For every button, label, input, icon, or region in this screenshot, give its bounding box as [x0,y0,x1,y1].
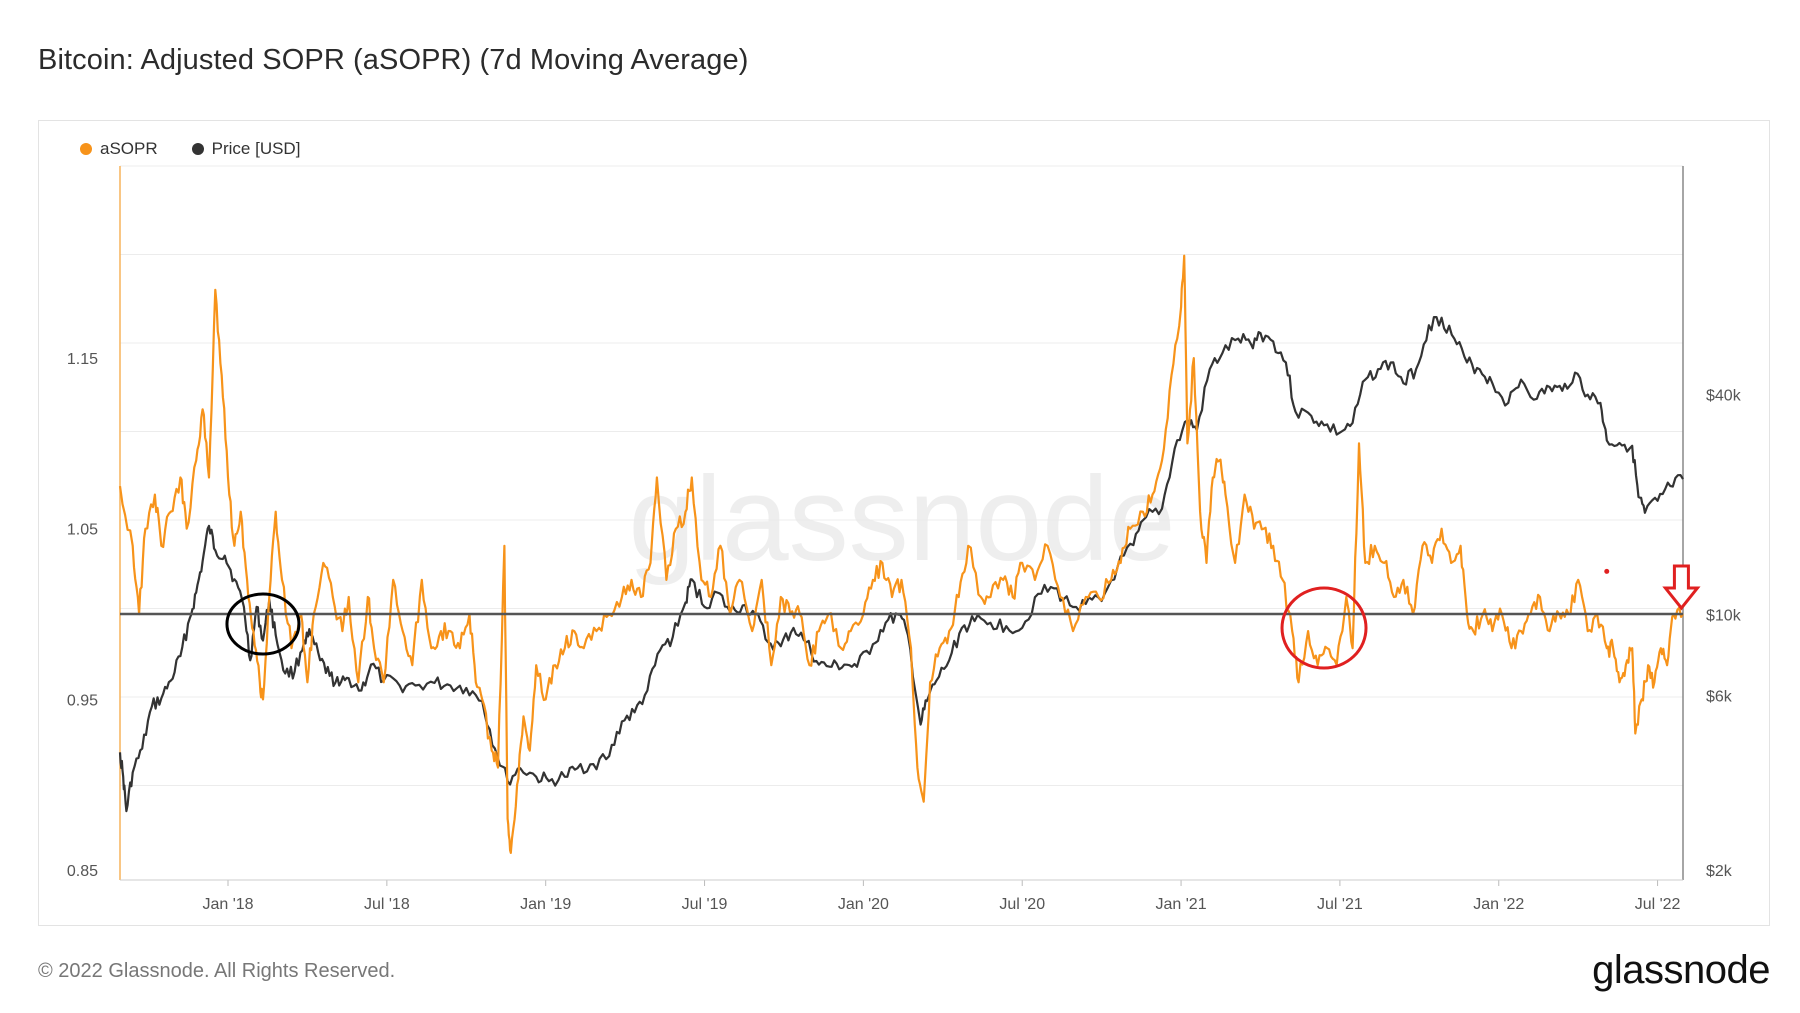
series-asopr-line [118,254,1684,854]
legend-item-asopr[interactable]: aSOPR [80,139,158,159]
axis-layer: 1.15 1.05 0.95 0.85 $40k $10k $6k $2k Jan '18 Jul… [67,166,1742,913]
x-tick-label: Jul '21 [1317,896,1363,913]
y-left-tick-label: 0.85 [67,863,98,880]
annotation-arrow-down [1662,564,1701,611]
series-price-line [118,316,1684,813]
x-tick-label: Jan '18 [202,896,253,913]
annotation-layer [225,564,1701,670]
legend-label-asopr: aSOPR [100,139,158,158]
legend-label-price: Price [USD] [211,139,301,158]
copyright-text: © 2022 Glassnode. All Rights Reserved. [38,960,396,982]
y-right-tick-label: $40k [1706,388,1742,405]
legend-item-price[interactable]: Price [USD] [191,139,301,159]
x-tick-label: Jul '20 [999,896,1045,913]
y-left-tick-label: 1.15 [67,351,98,368]
x-tick-label: Jul '22 [1635,896,1681,913]
chart-frame [38,120,1770,926]
x-tick-label: Jul '18 [364,896,410,913]
x-tick-label: Jan '22 [1473,896,1524,913]
annotation-circle-black [225,592,301,656]
y-right-tick-label: $10k [1706,608,1742,625]
watermark-text: glassnode [628,452,1175,586]
y-right-tick-label: $6k [1706,689,1733,706]
annotation-dot [1604,568,1610,574]
chart-legend: aSOPR Price [USD] [80,139,300,159]
legend-dot-price [191,143,204,155]
y-left-tick-label: 0.95 [67,692,98,709]
grid-layer [120,165,1683,786]
x-tick-label: Jul '19 [682,896,728,913]
annotation-circle-red [1280,586,1368,670]
x-tick-label: Jan '19 [520,896,571,913]
x-tick-label: Jan '21 [1156,896,1207,913]
series-layer [118,254,1684,854]
page-title: Bitcoin: Adjusted SOPR (aSOPR) (7d Movin… [38,44,749,76]
x-tick-label: Jan '20 [838,896,889,913]
legend-dot-asopr [80,143,92,155]
glassnode-logo[interactable]: glassnode [1592,948,1770,992]
y-left-tick-label: 1.05 [67,522,98,539]
y-right-tick-label: $2k [1706,863,1733,880]
